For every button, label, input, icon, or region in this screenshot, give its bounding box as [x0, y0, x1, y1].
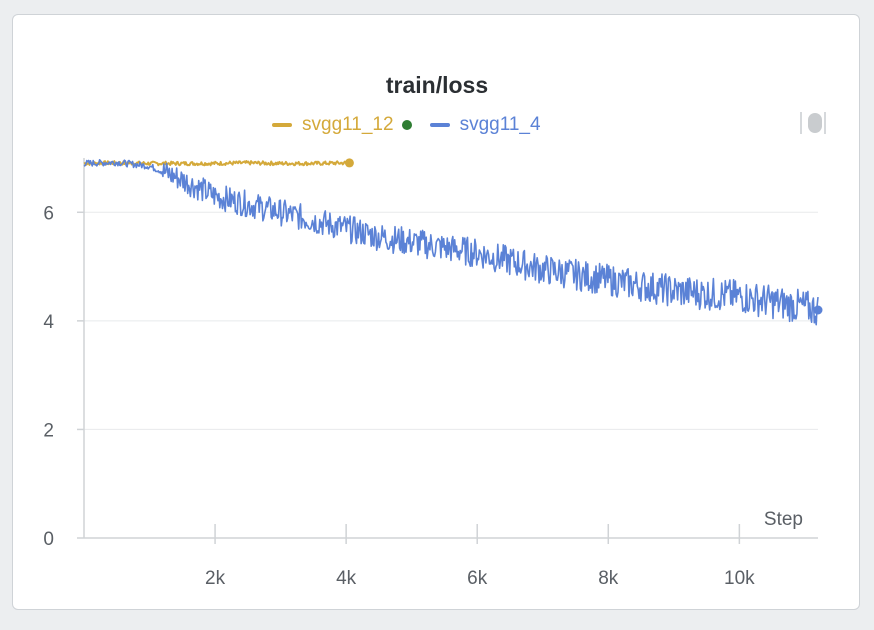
x-tick-label: 6k: [467, 568, 488, 589]
x-tick-label: 4k: [336, 568, 357, 589]
legend-item-svgg11-4[interactable]: svgg11_4: [429, 114, 541, 136]
y-tick-label: 4: [43, 312, 54, 333]
legend: svgg11_12 svgg11_4: [272, 114, 559, 136]
series-end-point: [813, 305, 823, 315]
legend-item-svgg11-12[interactable]: svgg11_12: [272, 114, 412, 136]
y-tick-label: 0: [43, 529, 54, 550]
y-tick-label: 6: [43, 203, 54, 224]
legend-label: svgg11_12: [302, 114, 394, 135]
legend-swatch: [429, 123, 450, 127]
x-tick-label: 10k: [724, 568, 755, 589]
x-tick-label: 2k: [205, 568, 226, 589]
toggle-knob: [808, 113, 822, 133]
chart-panel: [12, 14, 860, 610]
legend-swatch: [272, 123, 292, 127]
y-tick-label: 2: [43, 420, 54, 441]
toggle-switch-icon[interactable]: [800, 112, 826, 134]
active-run-dot-icon: [401, 120, 412, 130]
legend-label: svgg11_4: [459, 114, 541, 135]
series-end-point: [344, 158, 354, 168]
series-line-svgg11-4: [83, 159, 819, 326]
x-tick-label: 8k: [598, 568, 619, 589]
chart-title: train/loss: [385, 72, 489, 98]
x-axis-label: Step: [764, 509, 803, 530]
